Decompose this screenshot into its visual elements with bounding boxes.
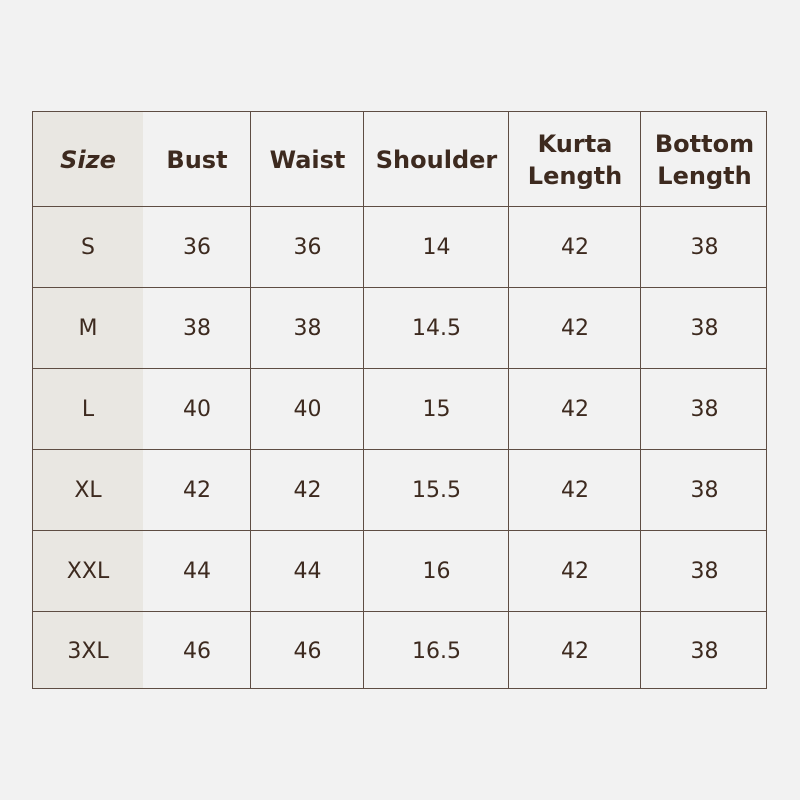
measurement-cell: 38 — [690, 638, 719, 664]
header-cell: Kurta Length — [527, 129, 623, 190]
measurement-cell: 44 — [183, 559, 211, 584]
measurement-cell: 36 — [183, 235, 211, 260]
column-divider — [250, 112, 251, 688]
measurement-cell: 38 — [690, 316, 719, 341]
measurement-cell: 42 — [561, 559, 589, 584]
measurement-cell: 46 — [293, 638, 322, 664]
measurement-cell: 15 — [422, 397, 451, 422]
size-label-cell: M — [78, 316, 98, 341]
size-chart-table: Size Bust Waist Shoulder Kurta Length Bottom … — [32, 111, 767, 689]
measurement-cell: 42 — [561, 638, 589, 664]
measurement-cell: 42 — [561, 478, 589, 503]
header-cell: Bust — [166, 145, 228, 174]
size-label-cell: XL — [74, 478, 102, 503]
header-cell: Bottom Length — [654, 129, 755, 190]
measurement-cell: 38 — [183, 316, 211, 341]
size-label-cell: XXL — [66, 559, 110, 584]
row-divider — [33, 368, 766, 369]
row-divider — [33, 287, 766, 288]
measurement-cell: 44 — [293, 559, 322, 584]
measurement-cell: 38 — [690, 235, 719, 260]
measurement-cell: 42 — [561, 235, 589, 260]
measurement-cell: 40 — [293, 397, 322, 422]
column-divider — [363, 112, 364, 688]
measurement-cell: 42 — [561, 397, 589, 422]
measurement-cell: 42 — [293, 478, 322, 503]
size-label-cell: 3XL — [67, 638, 109, 664]
header-cell: Waist — [269, 145, 346, 174]
size-label-cell: L — [81, 397, 95, 422]
measurement-cell: 14 — [422, 235, 451, 260]
measurement-cell: 38 — [690, 397, 719, 422]
row-divider — [33, 611, 766, 612]
row-divider — [33, 449, 766, 450]
size-column-shading — [33, 112, 143, 688]
measurement-cell: 14.5 — [412, 316, 461, 341]
header-cell: Shoulder — [375, 145, 498, 174]
row-divider — [33, 206, 766, 207]
row-divider — [33, 530, 766, 531]
measurement-cell: 46 — [183, 638, 211, 664]
measurement-cell: 16.5 — [412, 638, 461, 664]
measurement-cell: 36 — [293, 235, 322, 260]
column-divider — [640, 112, 641, 688]
measurement-cell: 42 — [561, 316, 589, 341]
measurement-cell: 40 — [183, 397, 211, 422]
measurement-cell: 38 — [690, 559, 719, 584]
size-label-cell: S — [81, 235, 95, 260]
measurement-cell: 38 — [690, 478, 719, 503]
measurement-cell: 15.5 — [412, 478, 461, 503]
column-divider — [508, 112, 509, 688]
measurement-cell: 38 — [293, 316, 322, 341]
measurement-cell: 42 — [183, 478, 211, 503]
header-cell: Size — [60, 145, 116, 174]
measurement-cell: 16 — [422, 559, 451, 584]
